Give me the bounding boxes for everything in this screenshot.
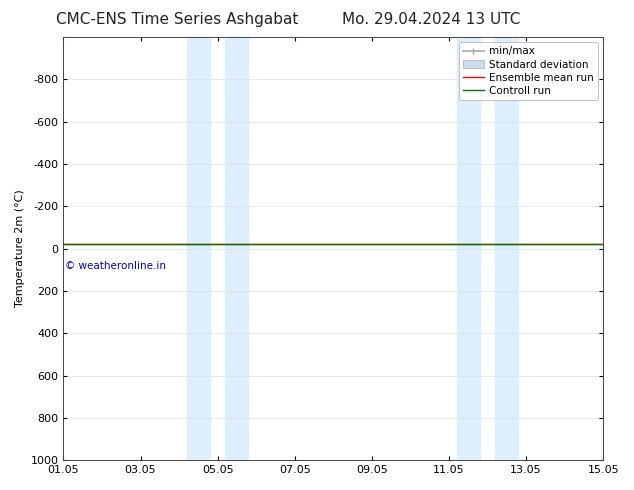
Text: © weatheronline.in: © weatheronline.in bbox=[65, 261, 166, 271]
Bar bbox=[456, 37, 480, 460]
Bar bbox=[187, 37, 210, 460]
Legend: min/max, Standard deviation, Ensemble mean run, Controll run: min/max, Standard deviation, Ensemble me… bbox=[459, 42, 598, 100]
Bar bbox=[225, 37, 249, 460]
Bar bbox=[495, 37, 519, 460]
Text: CMC-ENS Time Series Ashgabat: CMC-ENS Time Series Ashgabat bbox=[56, 12, 299, 27]
Y-axis label: Temperature 2m (°C): Temperature 2m (°C) bbox=[15, 190, 25, 307]
Text: Mo. 29.04.2024 13 UTC: Mo. 29.04.2024 13 UTC bbox=[342, 12, 521, 27]
